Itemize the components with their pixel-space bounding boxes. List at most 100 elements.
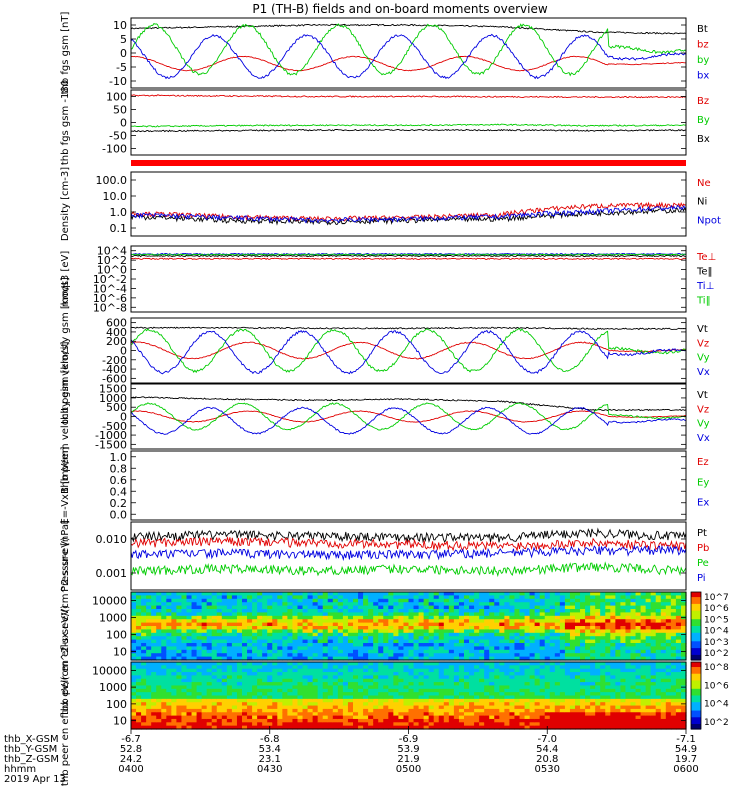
spectrogram-cell: [252, 592, 258, 596]
spectrogram-cell: [408, 653, 415, 658]
spectrogram-cell: [474, 649, 480, 654]
spectrogram-cell: [590, 619, 596, 624]
spectrogram-cell: [615, 722, 622, 727]
spectrogram-cell: [161, 695, 167, 700]
spectrogram-cell: [282, 646, 289, 651]
spectrogram-cell: [509, 682, 516, 687]
spectrogram-cell: [322, 662, 329, 666]
spectrogram-cell: [221, 678, 228, 683]
spectrogram-cell: [307, 626, 314, 630]
spectrogram-cell: [494, 725, 500, 730]
spectrogram-cell: [292, 695, 299, 700]
spectrogram-cell: [171, 705, 178, 710]
spectrogram-cell: [262, 629, 268, 634]
spectrogram-cell: [166, 615, 172, 620]
spectrogram-cell: [267, 708, 273, 713]
spectrogram-cell: [630, 688, 637, 693]
spectrogram-cell: [307, 592, 314, 596]
spectrogram-cell: [489, 685, 495, 690]
spectrogram-cell: [226, 609, 233, 613]
spectrogram-cell: [443, 682, 450, 687]
spectrogram-cell: [257, 643, 263, 647]
spectrogram-cell: [539, 649, 546, 654]
spectrogram-cell: [231, 622, 238, 627]
spectrogram-cell: [575, 725, 581, 730]
colorbar-step: [691, 615, 701, 619]
spectrogram-cell: [453, 718, 460, 723]
spectrogram-cell: [549, 672, 556, 676]
spectrogram-cell: [458, 708, 465, 713]
spectrogram-cell: [297, 609, 304, 613]
spectrogram-cell: [489, 672, 495, 676]
spectrogram-cell: [469, 598, 475, 603]
spectrogram-cell: [630, 592, 637, 596]
spectrogram-cell: [317, 695, 324, 700]
y-tick-label: 5: [120, 33, 127, 46]
spectrogram-cell: [670, 665, 677, 670]
spectrogram-cell: [388, 653, 394, 658]
spectrogram-cell: [630, 695, 637, 700]
spectrogram-cell: [332, 612, 339, 617]
spectrogram-cell: [670, 615, 677, 620]
spectrogram-cell: [474, 629, 480, 634]
spectrogram-cell: [443, 712, 450, 717]
spectrogram-cell: [337, 626, 344, 630]
colorbar-step: [691, 643, 701, 646]
spectrogram-cell: [559, 605, 566, 610]
spectrogram-cell: [277, 702, 283, 707]
spectrogram-cell: [267, 629, 273, 634]
spectrogram-cell: [211, 639, 218, 644]
spectrogram-cell: [201, 675, 208, 680]
spectrogram-cell: [317, 675, 324, 680]
spectrogram-cell: [347, 698, 354, 703]
spectrogram-cell: [585, 692, 591, 697]
spectrogram-cell: [282, 612, 289, 617]
spectrogram-cell: [474, 678, 480, 683]
spectrogram-cell: [585, 629, 591, 634]
spectrogram-cell: [605, 605, 611, 610]
spectrogram-cell: [665, 685, 672, 690]
spectrogram-cell: [610, 646, 616, 651]
spectrogram-cell: [287, 695, 294, 700]
spectrogram-cell: [292, 712, 299, 717]
spectrogram-cell: [600, 715, 606, 720]
spectrogram-cell: [242, 702, 248, 707]
spectrogram-cell: [448, 695, 455, 700]
spectrogram-cell: [610, 649, 616, 654]
spectrogram-cell: [221, 672, 228, 676]
spectrogram-cell: [403, 662, 410, 666]
spectrogram-cell: [544, 605, 551, 610]
spectrogram-cell: [494, 688, 500, 693]
spectrogram-cell: [625, 685, 632, 690]
spectrogram-cell: [464, 662, 470, 666]
spectrogram-cell: [448, 629, 455, 634]
legend-entry: Pt: [697, 528, 707, 539]
spectrogram-cell: [267, 665, 273, 670]
spectrogram-cell: [393, 718, 400, 723]
spectrogram-cell: [272, 598, 278, 603]
legend-entry: Pb: [697, 543, 709, 554]
spectrogram-cell: [549, 646, 556, 651]
spectrogram-cell: [458, 612, 465, 617]
spectrogram-cell: [620, 636, 627, 641]
spectrogram-cell: [262, 609, 268, 613]
spectrogram-cell: [464, 653, 470, 658]
spectrogram-cell: [519, 619, 526, 624]
spectrogram-cell: [519, 685, 526, 690]
spectrogram-cell: [564, 656, 571, 661]
spectrogram-cell: [635, 626, 642, 630]
spectrogram-cell: [464, 718, 470, 723]
spectrogram-cell: [211, 692, 218, 697]
spectrogram-cell: [312, 649, 319, 654]
spectrogram-cell: [564, 626, 571, 630]
spectrogram-cell: [519, 672, 526, 676]
spectrogram-cell: [675, 609, 682, 613]
spectrogram-cell: [347, 656, 354, 661]
spectrogram-cell: [408, 712, 415, 717]
spectrogram-cell: [559, 643, 566, 647]
spectrogram-cell: [423, 629, 430, 634]
spectrogram-cell: [262, 672, 268, 676]
spectrogram-cell: [317, 626, 324, 630]
spectrogram-cell: [196, 722, 203, 727]
